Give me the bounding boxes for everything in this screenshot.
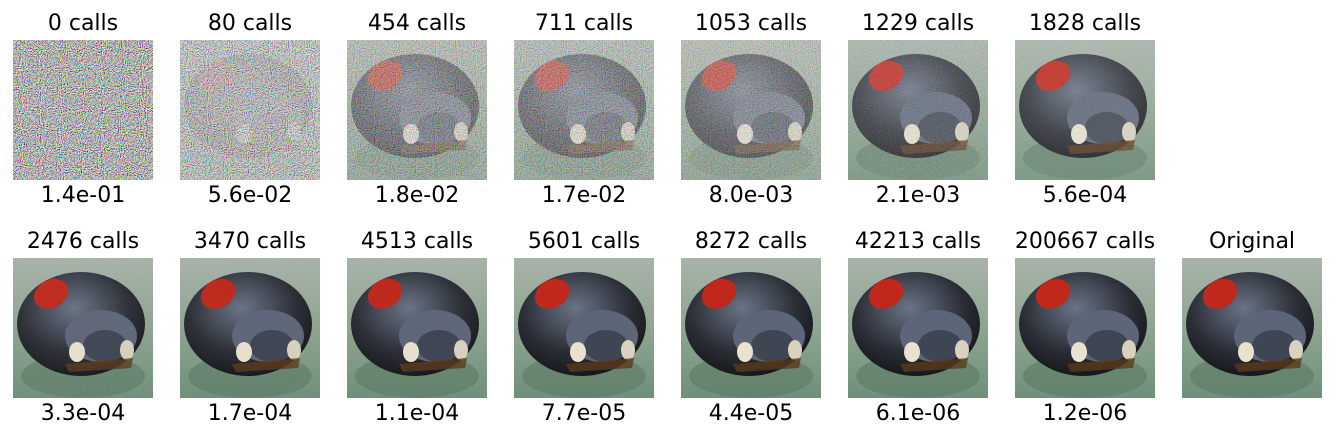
panel-image xyxy=(681,40,821,180)
noise-overlay xyxy=(13,258,153,398)
noise-overlay xyxy=(681,40,821,180)
panel-image xyxy=(681,258,821,398)
noise-overlay xyxy=(13,40,153,180)
panel: 80 calls 5.6e-02 xyxy=(180,11,320,208)
panel-image xyxy=(347,258,487,398)
panel: 1053 calls 8.0e-03 xyxy=(681,11,821,208)
panel-title: 2476 calls xyxy=(27,229,139,254)
panel-title: 0 calls xyxy=(48,11,118,36)
panel-title: 1053 calls xyxy=(695,11,807,36)
panel-title: 42213 calls xyxy=(855,229,981,254)
panel: 200667 calls 1.2e-06 xyxy=(1015,229,1155,426)
panel-title: Original xyxy=(1209,229,1295,254)
ladybug-image xyxy=(848,258,988,398)
panel-caption: 1.8e-02 xyxy=(375,183,459,208)
panel-title: 1828 calls xyxy=(1029,11,1141,36)
panel: 3470 calls 1.7e-04 xyxy=(180,229,320,426)
panel-image xyxy=(180,40,320,180)
panel-image xyxy=(180,258,320,398)
panel-caption: 6.1e-06 xyxy=(876,401,960,426)
panel-title: 1229 calls xyxy=(862,11,974,36)
panel-caption: 5.6e-02 xyxy=(208,183,292,208)
panel: 711 calls 1.7e-02 xyxy=(514,11,654,208)
panel: 454 calls 1.8e-02 xyxy=(347,11,487,208)
panel-image xyxy=(514,40,654,180)
panel-image xyxy=(1182,258,1322,398)
noise-overlay xyxy=(848,40,988,180)
panel-caption: 1.7e-02 xyxy=(542,183,626,208)
ladybug-image xyxy=(1182,258,1322,398)
panel-title: 8272 calls xyxy=(695,229,807,254)
panel-title: 3470 calls xyxy=(194,229,306,254)
noise-overlay xyxy=(180,40,320,180)
noise-overlay xyxy=(514,40,654,180)
panel-image xyxy=(347,40,487,180)
panel-caption: 1.1e-04 xyxy=(375,401,459,426)
panel-caption: 7.7e-05 xyxy=(542,401,626,426)
panel-image xyxy=(1015,258,1155,398)
noise-overlay xyxy=(347,258,487,398)
ladybug-image xyxy=(514,258,654,398)
panel-caption: 4.4e-05 xyxy=(709,401,793,426)
panel: 8272 calls 4.4e-05 xyxy=(681,229,821,426)
panel-title: 80 calls xyxy=(208,11,292,36)
panel-caption: 1.7e-04 xyxy=(208,401,292,426)
panel-caption: 5.6e-04 xyxy=(1043,183,1127,208)
panel-image xyxy=(848,258,988,398)
panel-image xyxy=(1015,40,1155,180)
panel-image xyxy=(514,258,654,398)
panel: 1229 calls 2.1e-03 xyxy=(848,11,988,208)
panel-caption: 3.3e-04 xyxy=(41,401,125,426)
panel-image xyxy=(13,258,153,398)
panel: 1828 calls 5.6e-04 xyxy=(1015,11,1155,208)
ladybug-image xyxy=(1015,258,1155,398)
panel: 5601 calls 7.7e-05 xyxy=(514,229,654,426)
panel: Original xyxy=(1182,229,1322,398)
panel-title: 4513 calls xyxy=(361,229,473,254)
panel-caption: 1.2e-06 xyxy=(1043,401,1127,426)
panel-title: 711 calls xyxy=(535,11,633,36)
panel-image xyxy=(13,40,153,180)
noise-overlay xyxy=(180,258,320,398)
panel-title: 200667 calls xyxy=(1015,229,1155,254)
panel-caption: 8.0e-03 xyxy=(709,183,793,208)
panel-title: 5601 calls xyxy=(528,229,640,254)
panel: 0 calls 1.4e-01 xyxy=(13,11,153,208)
panel: 4513 calls 1.1e-04 xyxy=(347,229,487,426)
panel: 42213 calls 6.1e-06 xyxy=(848,229,988,426)
noise-overlay xyxy=(1015,40,1155,180)
ladybug-image xyxy=(681,258,821,398)
panel-caption: 2.1e-03 xyxy=(876,183,960,208)
panel-title: 454 calls xyxy=(368,11,466,36)
panel: 2476 calls 3.3e-04 xyxy=(13,229,153,426)
panel-caption: 1.4e-01 xyxy=(41,183,125,208)
noise-overlay xyxy=(347,40,487,180)
panel-image xyxy=(848,40,988,180)
